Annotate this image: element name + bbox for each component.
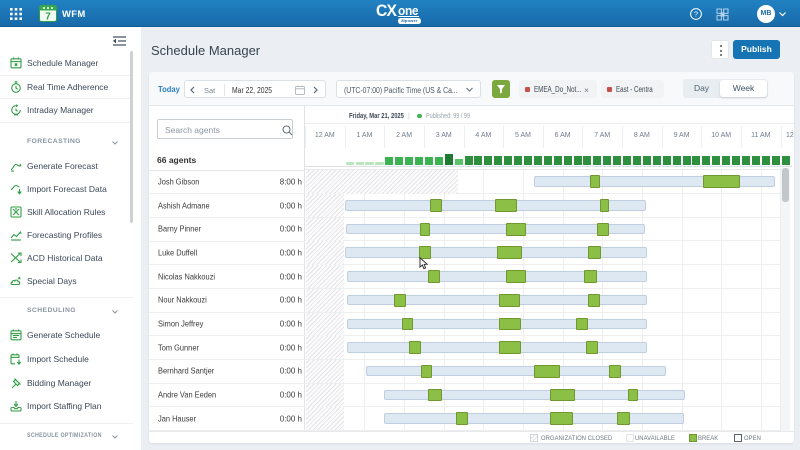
svg-text:7: 7 (45, 12, 51, 23)
svg-text:?: ? (694, 10, 698, 19)
